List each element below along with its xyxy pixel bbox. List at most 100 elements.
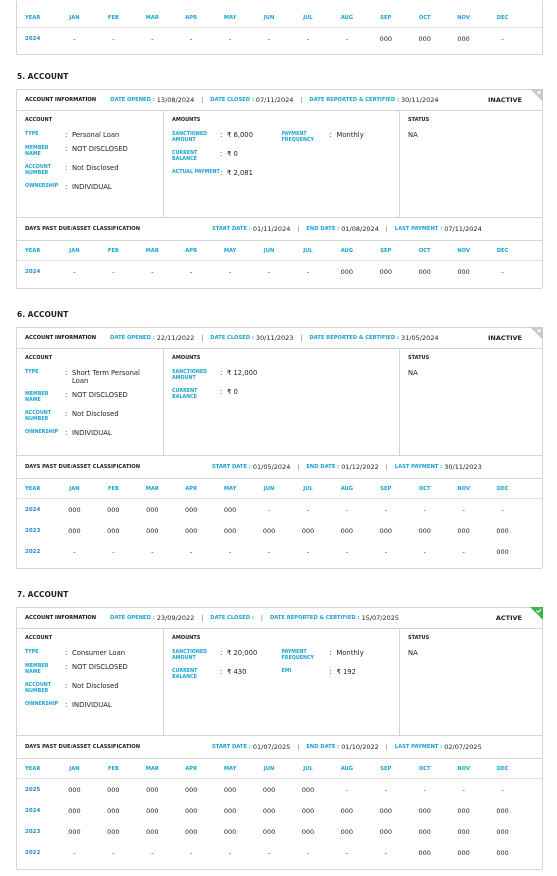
header-cell: DEC xyxy=(496,485,509,492)
field-label: SANCTIONED AMOUNT xyxy=(172,650,208,661)
info-label: DATE OPENED : xyxy=(110,335,155,341)
info-title: ACCOUNT INFORMATION xyxy=(25,335,97,341)
header-cell: MAR xyxy=(145,485,159,492)
field-sep: : xyxy=(65,183,68,191)
section-header: AMOUNTS xyxy=(172,635,201,641)
month-cell: 000 xyxy=(301,785,315,794)
header-cell: JUL xyxy=(303,14,313,21)
header-cell: DEC xyxy=(496,14,509,21)
year-cell: 2024 xyxy=(25,506,41,513)
amounts: SANCTIONED AMOUNT: ₹ 12,000 CURRENT BALANC… xyxy=(172,369,391,407)
info-value: 31/05/2024 xyxy=(401,334,439,342)
header-cell: AUG xyxy=(340,247,354,254)
year-cell: 2023 xyxy=(25,828,41,835)
header-cell: MAY xyxy=(223,485,237,492)
dpd-value: 02/07/2025 xyxy=(444,743,482,751)
field-sep: : xyxy=(220,369,223,377)
year-row: 2023 000 000 000 000 000 000 000 000 000 000 000 000 xyxy=(17,821,542,842)
field-label: OWNERSHIP xyxy=(25,702,59,707)
field-sep: : xyxy=(65,410,68,418)
month-cell: 000 xyxy=(496,848,509,857)
header-row: YEAR JAN FEB MAR APR MAY JUN JUL AUG SEP OCT NOV DEC xyxy=(17,241,542,261)
month-cell: 000 xyxy=(379,827,392,836)
year-cell: 2025 xyxy=(25,786,41,793)
info-value: 07/11/2024 xyxy=(255,96,294,104)
field-sep: : xyxy=(220,668,223,676)
divider: | xyxy=(300,96,303,104)
field-sep: : xyxy=(65,649,68,657)
field-sep: : xyxy=(65,145,68,153)
field: ACTUAL PAYMENT: ₹ 2,081 xyxy=(172,169,282,177)
dpd-bar: DAYS PAST DUE/ASSET CLASSIFICATION START … xyxy=(17,456,542,479)
section-header: STATUS xyxy=(408,635,430,641)
field-label: TYPE xyxy=(25,132,39,137)
month-cell: 000 xyxy=(223,785,237,794)
info-bar: ACCOUNT INFORMATION DATE OPENED :22/11/20… xyxy=(17,328,542,349)
month-cell: - xyxy=(384,848,387,857)
month-cell: - xyxy=(151,267,154,276)
header-cell: MAR xyxy=(145,247,159,254)
month-cell: - xyxy=(423,505,426,514)
header-cell: SEP xyxy=(380,14,392,21)
month-cell: - xyxy=(345,34,349,43)
month-cell: - xyxy=(228,34,232,43)
field: SANCTIONED AMOUNT: ₹ 20,000 xyxy=(172,649,282,662)
field-sep: : xyxy=(220,150,223,158)
amounts-left: SANCTIONED AMOUNT: ₹ 20,000 CURRENT BALANC… xyxy=(172,649,282,687)
month-cell: - xyxy=(462,785,465,794)
year-cell: 2022 xyxy=(25,548,41,555)
dpd-value: 01/11/2024 xyxy=(252,225,291,233)
month-cell: 000 xyxy=(223,526,237,535)
month-cell: 000 xyxy=(457,267,470,276)
header-cell: JUN xyxy=(263,14,275,21)
field-value: ₹ 12,000 xyxy=(227,369,258,377)
info-label: DATE CLOSED : xyxy=(210,97,254,103)
header-cell: YEAR xyxy=(25,765,41,772)
amounts-left: SANCTIONED AMOUNT: ₹ 6,000 CURRENT BALANCE… xyxy=(172,131,282,183)
field-value: INDIVIDUAL xyxy=(72,183,112,191)
header-cell: OCT xyxy=(418,14,431,21)
year-cell: 2024 xyxy=(25,268,41,275)
status-badge xyxy=(530,89,543,102)
field-label: PAYMENT FREQUENCY xyxy=(281,650,315,661)
month-cell: 000 xyxy=(418,827,431,836)
month-cell: - xyxy=(501,505,504,514)
header-cell: MAY xyxy=(223,765,237,772)
divider: | xyxy=(201,614,204,622)
month-cell: 000 xyxy=(262,806,276,815)
field-label: MEMBER NAME xyxy=(25,392,49,403)
info-value: 13/08/2024 xyxy=(156,96,195,104)
header-cell: SEP xyxy=(380,765,392,772)
info-bar: ACCOUNT INFORMATION DATE OPENED :13/08/20… xyxy=(17,90,542,111)
month-cell: 000 xyxy=(146,827,159,836)
header-cell: OCT xyxy=(418,485,431,492)
month-cell: 000 xyxy=(107,827,120,836)
divider: | xyxy=(385,225,388,233)
dpd-value: 01/05/2024 xyxy=(252,463,291,471)
month-cell: 000 xyxy=(496,526,509,535)
section-header: ACCOUNT xyxy=(25,355,53,361)
header-cell: JAN xyxy=(69,765,80,772)
header-cell: AUG xyxy=(340,765,354,772)
year-cell: 2024 xyxy=(25,807,41,814)
field-value: Monthly xyxy=(336,649,364,657)
field-value: Personal Loan xyxy=(72,131,120,139)
month-cell: 000 xyxy=(146,526,159,535)
info-value: 30/11/2024 xyxy=(401,96,439,104)
field: TYPE: Personal Loan xyxy=(25,131,155,139)
month-cell: 000 xyxy=(301,806,315,815)
month-cell: - xyxy=(190,848,193,857)
year-cell: 2023 xyxy=(25,527,41,534)
header-cell: FEB xyxy=(107,14,119,21)
field-value: ₹ 0 xyxy=(227,150,238,158)
month-cell: 000 xyxy=(68,526,81,535)
month-cell: - xyxy=(306,547,310,556)
field: PAYMENT FREQUENCY: Monthly xyxy=(282,131,392,144)
month-cell: - xyxy=(73,848,76,857)
month-cell: - xyxy=(384,785,387,794)
amounts-left: SANCTIONED AMOUNT: ₹ 12,000 CURRENT BALANC… xyxy=(172,369,282,407)
month-cell: - xyxy=(384,547,387,556)
field-sep: : xyxy=(65,369,68,377)
dpd-label: LAST PAYMENT : xyxy=(394,464,443,470)
dpd-label: START DATE : xyxy=(212,226,251,232)
